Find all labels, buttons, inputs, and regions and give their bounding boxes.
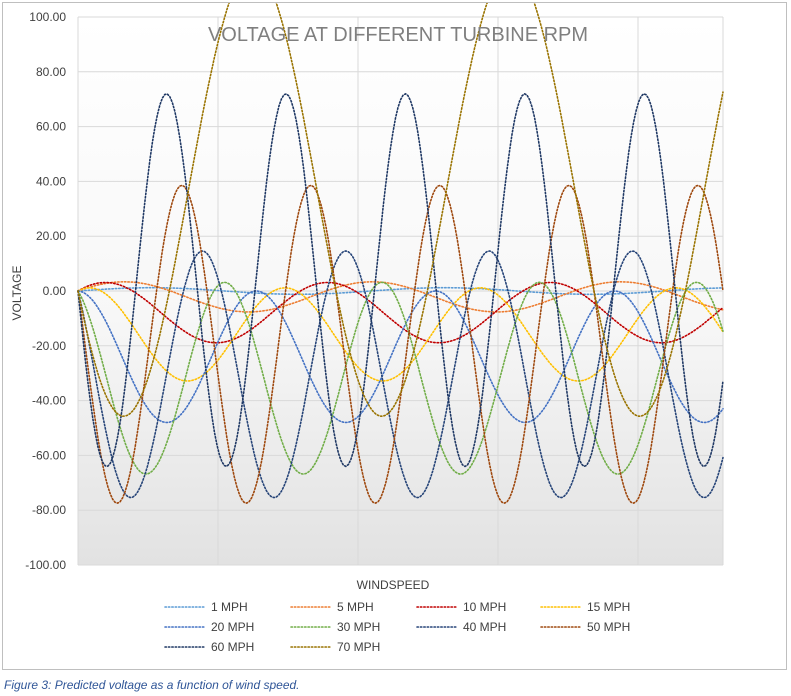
y-tick-label: -40.00 <box>32 394 66 408</box>
series-line-9 <box>77 3 724 418</box>
series-line-3 <box>77 286 724 382</box>
y-tick-label: -60.00 <box>32 448 66 462</box>
legend-label-8: 60 MPH <box>211 640 254 654</box>
series-line-7 <box>77 184 724 504</box>
legend-label-9: 70 MPH <box>337 640 380 654</box>
series-line-4 <box>77 290 724 424</box>
legend-label-7: 50 MPH <box>587 620 630 634</box>
legend-label-3: 15 MPH <box>587 600 630 614</box>
chart-frame: 100.00 80.00 60.00 40.00 20.00 0.00 -20.00 -40.… <box>2 2 787 670</box>
y-tick-label: 60.00 <box>36 120 66 134</box>
legend: 1 MPH 5 MPH 10 MPH 15 MPH 20 MPH 30 MPH 40 MPH… <box>164 600 630 654</box>
legend-label-0: 1 MPH <box>211 600 248 614</box>
chart-svg: 100.00 80.00 60.00 40.00 20.00 0.00 -20.00 -40.… <box>10 3 724 654</box>
legend-label-2: 10 MPH <box>463 600 506 614</box>
y-axis-label: VOLTAGE <box>10 266 24 321</box>
legend-label-5: 30 MPH <box>337 620 380 634</box>
y-tick-label: -80.00 <box>32 503 66 517</box>
series-line-5 <box>77 281 724 475</box>
y-tick-label: -100.00 <box>25 558 66 572</box>
legend-label-6: 40 MPH <box>463 620 506 634</box>
legend-label-4: 20 MPH <box>211 620 254 634</box>
series-line-0 <box>77 286 724 296</box>
y-tick-labels: 100.00 80.00 60.00 40.00 20.00 0.00 -20.00 -40.… <box>25 10 66 572</box>
y-tick-label: 40.00 <box>36 174 66 188</box>
series-line-8 <box>77 92 724 468</box>
chart-title: VOLTAGE AT DIFFERENT TURBINE RPM <box>208 24 588 46</box>
y-tick-label: 100.00 <box>29 10 66 24</box>
y-tick-label: 80.00 <box>36 65 66 79</box>
y-tick-label: 0.00 <box>43 284 67 298</box>
y-tick-label: -20.00 <box>32 339 66 353</box>
y-tick-label: 20.00 <box>36 229 66 243</box>
series-line-2 <box>77 281 724 344</box>
legend-label-1: 5 MPH <box>337 600 374 614</box>
series-line-6 <box>77 250 724 499</box>
figure-caption: Figure 3: Predicted voltage as a functio… <box>4 678 300 692</box>
series-lines <box>77 3 724 504</box>
gridlines <box>77 16 724 566</box>
x-axis-label: WINDSPEED <box>357 578 430 592</box>
